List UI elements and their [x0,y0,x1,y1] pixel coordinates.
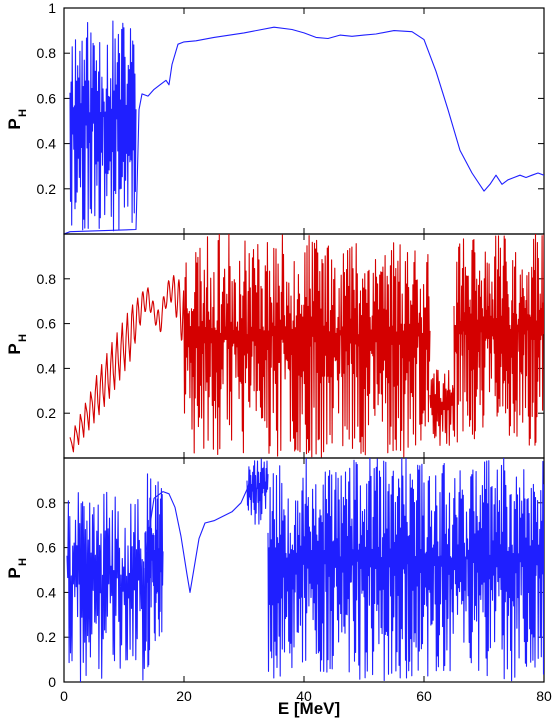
x-tick-label: 20 [176,688,192,704]
y-axis-label-main: P [5,567,24,578]
oscillation-band-3 [267,458,544,682]
y-tick-label: 0.4 [37,136,57,152]
series-line-0 [69,275,185,453]
series-line-0 [64,26,544,234]
y-axis-label: PH [5,558,29,579]
oscillation-band-0 [66,491,146,682]
panel-middle: 0.2 0.4 0.6 0.8 PH [5,233,545,459]
y-tick-label: 0.4 [37,360,57,376]
y-tick-label: 0.2 [37,629,57,645]
y-axis-label-subscript: H [17,109,29,117]
oscillation-band-1 [429,369,455,446]
y-tick-label: 0.6 [37,316,57,332]
series-group [64,20,544,234]
y-axis-label-main: P [5,118,24,129]
oscillation-band-2 [246,458,269,525]
y-tick-label: 0.4 [37,584,57,600]
y-axis-label: PH [5,334,29,355]
series-line-0 [144,480,251,593]
y-tick-label: 0.8 [37,271,57,287]
panel-top: 0.2 0.4 0.6 0.8 1 PH [5,0,545,235]
oscillation-band-2 [453,234,544,446]
y-tick-label: 0 [48,674,56,690]
oscillation-band-0 [69,20,137,232]
y-axis-label-subscript: H [17,558,29,566]
x-tick-label: 80 [536,688,552,704]
y-tick-label: 0.6 [37,90,57,106]
y-axis-label-main: P [5,343,24,354]
y-tick-label: 1 [48,0,56,16]
series-group [66,458,544,682]
y-tick-label: 0.2 [37,405,57,421]
x-tick-label: 0 [60,688,68,704]
x-axis-label: E [MeV] [278,699,340,718]
x-tick-label: 40 [296,688,312,704]
y-axis-label-subscript: H [17,334,29,342]
y-tick-label: 0.8 [37,45,57,61]
y-tick-label: 0.2 [37,181,57,197]
y-axis-label: PH [5,109,29,130]
series-group [69,234,544,458]
oscillation-band-1 [144,473,164,668]
x-tick-label: 60 [416,688,432,704]
panel-bottom: 0 0.2 0.4 0.6 0.8 0 20 40 60 80 PH [5,457,552,704]
y-tick-label: 0.8 [37,495,57,511]
y-tick-label: 0.6 [37,540,57,556]
oscillation-band-0 [183,234,431,458]
